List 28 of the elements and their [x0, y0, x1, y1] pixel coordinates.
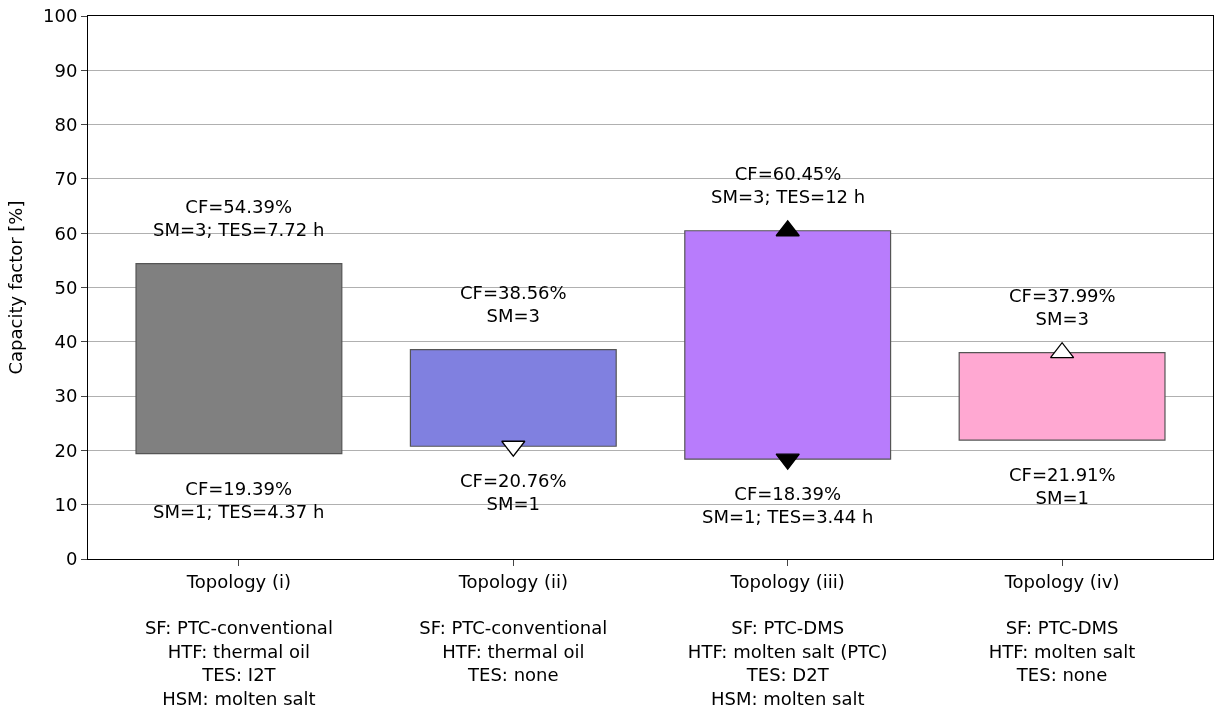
y-tick-label: 20	[54, 439, 78, 461]
y-tick-label: 60	[54, 222, 78, 244]
y-tick-label: 10	[54, 494, 78, 515]
y-tick-label: 50	[54, 276, 78, 298]
bar	[684, 230, 892, 460]
bar	[135, 263, 343, 455]
y-axis-title: Capacity factor [%]	[5, 200, 27, 375]
annotation: CF=38.56% SM=3	[460, 282, 567, 327]
annotation: CF=20.76% SM=1	[460, 470, 567, 515]
annotation: CF=18.39% SM=1; TES=3.44 h	[702, 483, 874, 528]
y-tick-label: 100	[43, 5, 78, 27]
y-tick-label: 90	[54, 59, 78, 81]
bar	[958, 352, 1166, 441]
annotation: CF=60.45% SM=3; TES=12 h	[711, 163, 866, 208]
category-label: Topology (ii) SF: PTC-conventional HTF: thermal oil TES: none	[419, 570, 608, 686]
category-label: Topology (i) SF: PTC-conventional HTF: thermal oil TES: I2T HSM: molten salt	[144, 570, 333, 709]
y-tick-label: 30	[54, 385, 78, 407]
y-tick-label: 80	[54, 113, 78, 135]
y-tick-label: 0	[65, 548, 78, 570]
category-label: Topology (iii) SF: PTC-DMS HTF: molten salt (PTC) TES: D2T HSM: molten salt	[687, 570, 888, 709]
annotation: CF=54.39% SM=3; TES=7.72 h	[153, 196, 325, 241]
y-tick-label: 40	[54, 331, 78, 353]
annotation: CF=21.91% SM=1	[1009, 464, 1116, 509]
bar	[409, 349, 617, 447]
annotation: CF=37.99% SM=3	[1009, 285, 1116, 330]
y-tick-label: 70	[54, 168, 78, 190]
category-label: Topology (iv) SF: PTC-DMS HTF: molten salt TES: none	[988, 570, 1136, 686]
annotation: CF=19.39% SM=1; TES=4.37 h	[153, 478, 325, 523]
